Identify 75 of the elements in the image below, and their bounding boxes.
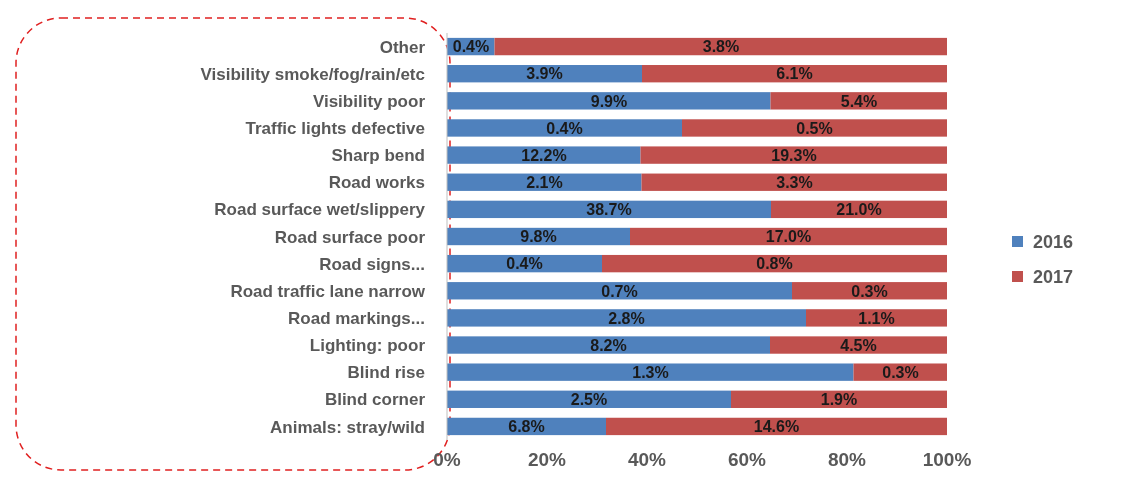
y-tick-label: Road works: [328, 173, 425, 193]
annotation: 2.8%: [608, 309, 645, 327]
annotation: 0.4%: [546, 119, 583, 137]
legend-label: 2016: [1033, 232, 1074, 253]
bar: [447, 363, 854, 381]
x-tick-label: 80%: [827, 449, 867, 470]
bar: [447, 336, 770, 354]
bar: [682, 119, 947, 137]
y-tick-label: Sharp bend: [331, 146, 425, 166]
annotation: 9.8%: [520, 228, 557, 246]
annotation: 8.2%: [590, 336, 627, 354]
legend-label: 2017: [1033, 267, 1074, 288]
bar: [770, 336, 947, 354]
annotation: 19.3%: [771, 146, 817, 164]
annotation: 14.6%: [753, 418, 800, 436]
bar: [447, 282, 792, 300]
y-tick-label: Lighting: poor: [309, 336, 426, 356]
y-tick-label: Animals: stray/wild: [270, 417, 425, 437]
annotation: 2.1%: [526, 173, 563, 191]
bar: [642, 65, 947, 83]
annotation: 9.9%: [590, 92, 628, 110]
annotation: 0.3%: [882, 363, 919, 381]
bar: [447, 173, 642, 191]
annotation: 4.5%: [840, 336, 877, 354]
bar: [447, 309, 806, 327]
annotation: 0.7%: [601, 282, 638, 300]
y-tick-label: Visibility poor: [312, 91, 426, 111]
annotation: 0.5%: [796, 119, 833, 137]
annotation: 12.2%: [521, 146, 567, 164]
annotation: 0.8%: [756, 255, 793, 273]
bar: [447, 146, 641, 164]
annotation: 0.4%: [506, 255, 543, 273]
x-tick-label: 100%: [922, 449, 972, 470]
y-tick-label: Blind rise: [347, 363, 425, 383]
x-tick-label: 60%: [727, 449, 767, 470]
annotation: 21.0%: [836, 201, 882, 219]
bar: [447, 92, 771, 110]
y-tick-label: Road markings...: [288, 309, 425, 329]
annotation: 0.3%: [851, 282, 888, 300]
bar: [602, 254, 947, 273]
annotation: 2.5%: [570, 391, 608, 409]
bar: [630, 227, 947, 246]
annotation: 1.1%: [858, 309, 895, 327]
annotation: 6.8%: [508, 418, 545, 436]
annotation: 17.0%: [765, 228, 812, 246]
bar: [494, 37, 947, 56]
y-tick-label: Other: [379, 37, 426, 57]
y-tick-label: Blind corner: [324, 390, 426, 410]
bar: [641, 173, 947, 191]
y-tick-label: Visibility smoke/fog/rain/etc: [200, 64, 425, 84]
y-tick-label: Road surface wet/slippery: [214, 200, 426, 220]
bar: [447, 200, 771, 219]
annotation: 1.9%: [820, 391, 858, 409]
x-tick-label: 0%: [433, 449, 461, 470]
annotation: 6.1%: [776, 65, 813, 83]
y-tick-label: Road surface poor: [274, 227, 426, 247]
annotation: 38.7%: [586, 201, 632, 219]
annotation: 3.8%: [702, 38, 740, 56]
bar: [606, 417, 947, 436]
bar: [806, 309, 947, 327]
annotation: 1.3%: [632, 363, 669, 381]
annotation: 0.4%: [452, 38, 490, 56]
y-tick-label: Road traffic lane narrow: [230, 281, 426, 301]
x-tick-label: 40%: [627, 449, 667, 470]
y-tick-label: Traffic lights defective: [245, 119, 425, 139]
bar: [447, 119, 682, 137]
bar: [447, 390, 731, 408]
bar: [770, 92, 947, 110]
annotation: 3.9%: [526, 65, 563, 83]
bar: [640, 146, 947, 164]
bar: [731, 390, 947, 408]
annotation: 3.3%: [776, 173, 813, 191]
annotation: 5.4%: [840, 92, 878, 110]
x-tick-label: 20%: [527, 449, 567, 470]
y-tick-label: Road signs...: [319, 254, 425, 274]
